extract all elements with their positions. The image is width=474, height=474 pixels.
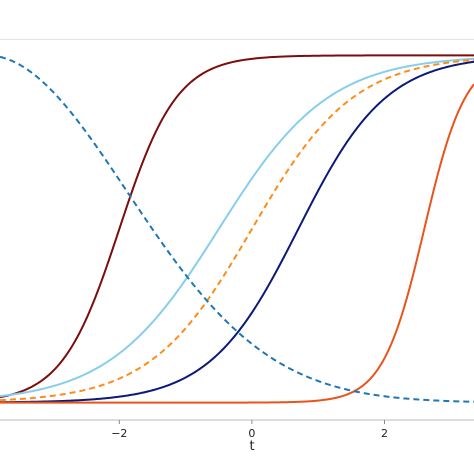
series-line-3 xyxy=(0,58,474,402)
series-line-5 xyxy=(0,83,474,404)
series-line-2 xyxy=(0,57,474,398)
x-tick-label: 0 xyxy=(248,427,255,440)
series-line-1 xyxy=(0,54,474,399)
series-line-4 xyxy=(0,60,474,404)
x-tick-label: −2 xyxy=(111,427,127,440)
x-tick-label: 2 xyxy=(381,427,388,440)
series-line-6 xyxy=(0,55,474,403)
x-axis-label: t xyxy=(249,439,254,454)
